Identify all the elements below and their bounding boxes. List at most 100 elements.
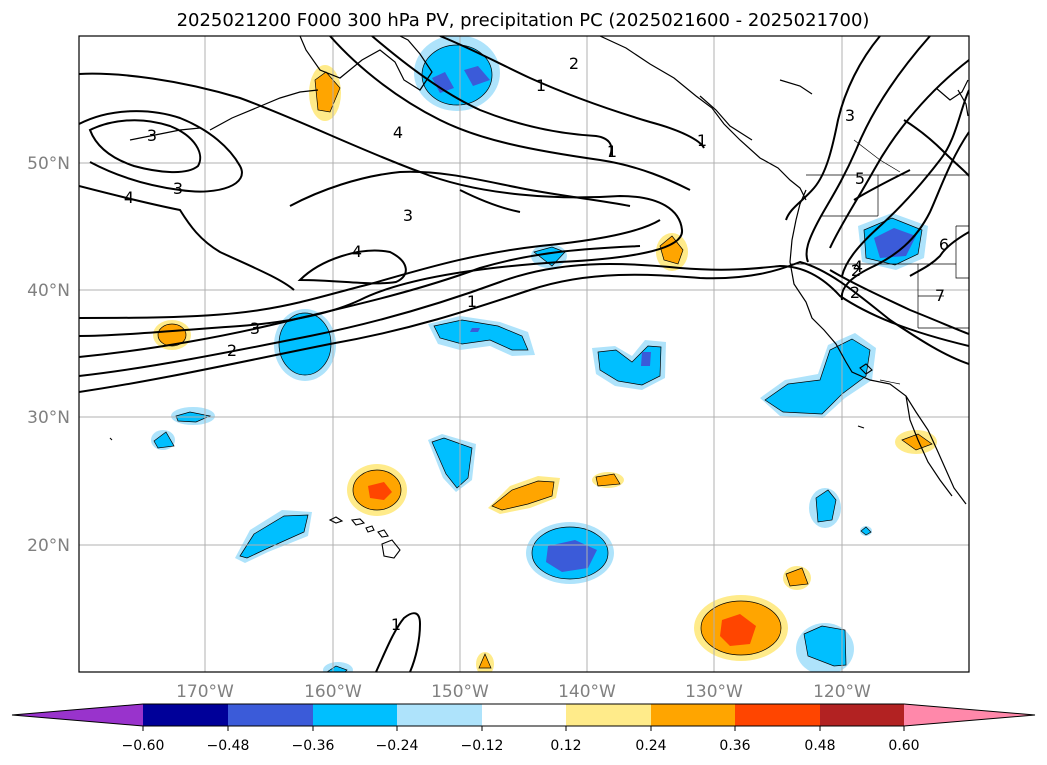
- colorbar-tick-label: 0.60: [888, 738, 919, 754]
- precip-blob: [470, 328, 480, 332]
- pv-contour: [909, 231, 969, 277]
- pv-contour: [79, 245, 641, 358]
- precip-blob: [153, 431, 175, 449]
- colorbar-tick-labels: −0.60 −0.48 −0.36 −0.24 −0.12 0.12 0.24 …: [122, 738, 920, 754]
- precip-blob: [720, 614, 756, 646]
- lon-tick-label: 120°W: [813, 682, 871, 702]
- pv-contour: [459, 189, 521, 213]
- precip-blob: [368, 482, 392, 500]
- colorbar: −0.60 −0.48 −0.36 −0.24 −0.12 0.12 0.24 …: [11, 703, 1036, 754]
- pv-contour: [88, 119, 202, 174]
- contour-label: 4: [352, 242, 362, 261]
- precip-blob: [314, 71, 341, 113]
- pv-contour: [371, 36, 613, 157]
- colorbar-tick-label: −0.36: [292, 738, 335, 754]
- colorbar-segment: [482, 704, 568, 726]
- colorbar-tick-label: 0.12: [550, 738, 581, 754]
- pv-contour: [439, 36, 705, 149]
- contour-label: 3: [147, 126, 157, 145]
- colorbar-segment: [313, 704, 399, 726]
- lat-tick-label: 50°N: [27, 154, 70, 174]
- islands: [109, 363, 873, 559]
- precip-blob: [464, 66, 490, 86]
- precip-blob: [546, 540, 597, 572]
- contour-label: 1: [536, 76, 546, 95]
- contour-label: 2: [850, 283, 860, 302]
- contour-label: 2: [227, 341, 237, 360]
- lat-ticks: 50°N 40°N 30°N 20°N: [27, 154, 70, 556]
- colorbar-segment: [228, 704, 314, 726]
- lon-tick-label: 170°W: [176, 682, 234, 702]
- contour-label: 1: [697, 131, 707, 150]
- borders: [790, 139, 969, 385]
- pv-contour: [79, 263, 969, 377]
- contour-label: 2: [851, 261, 861, 280]
- map-panel: 4 3 2 3 4 4 3 2 1 1 1 2 3 4 5 6 7 3 2 1: [78, 35, 970, 673]
- colorbar-segment: [566, 704, 652, 726]
- pv-contour: [785, 36, 881, 221]
- colorbar-ticks: [142, 726, 905, 731]
- contour-label: 5: [855, 169, 865, 188]
- precip-blob: [785, 567, 809, 587]
- pv-contour: [297, 249, 407, 285]
- contour-label: 3: [250, 319, 260, 338]
- precip-blob: [432, 72, 454, 93]
- pv-contour: [79, 185, 295, 291]
- precip-blob: [431, 437, 473, 489]
- colorbar-segment: [397, 704, 483, 726]
- colorbar-tick-label: −0.12: [461, 738, 504, 754]
- coastlines: [129, 36, 969, 505]
- lon-tick-label: 160°W: [304, 682, 362, 702]
- colorbar-tick-label: −0.24: [376, 738, 419, 754]
- contour-label: 4: [853, 257, 863, 276]
- lon-tick-label: 140°W: [558, 682, 616, 702]
- lon-ticks: 170°W 160°W 150°W 140°W 130°W 120°W: [176, 682, 871, 702]
- figure-title: 2025021200 F000 300 hPa PV, precipitatio…: [177, 10, 870, 31]
- colorbar-extend-low: [12, 704, 143, 726]
- contour-label: 1: [391, 615, 401, 634]
- pv-contour: [375, 612, 422, 672]
- pv-contour: [829, 59, 969, 249]
- colorbar-tick-label: −0.48: [207, 738, 250, 754]
- lon-tick-label: 150°W: [431, 682, 489, 702]
- contour-label: 3: [403, 206, 413, 225]
- contour-label: 1: [607, 142, 617, 161]
- contour-label: 1: [467, 292, 477, 311]
- colorbar-tick-label: 0.24: [635, 738, 666, 754]
- precip-blob: [433, 319, 529, 351]
- precip-blob: [478, 653, 492, 669]
- colorbar-extend-high: [904, 704, 1035, 726]
- pv-contour: [903, 119, 969, 177]
- pv-contour: [841, 89, 969, 277]
- contour-label: 3: [845, 106, 855, 125]
- pv-contours: [79, 36, 969, 672]
- precip-blob: [491, 480, 555, 511]
- colorbar-tick-label: 0.48: [804, 738, 835, 754]
- colorbar-segment: [735, 704, 821, 726]
- pv-contour: [79, 110, 243, 193]
- pv-contour: [805, 36, 931, 263]
- contour-label: 4: [393, 123, 403, 142]
- lat-tick-label: 30°N: [27, 408, 70, 428]
- lat-tick-label: 20°N: [27, 536, 70, 556]
- map-frame: [78, 35, 970, 673]
- precip-blob: [641, 352, 651, 366]
- pv-contour: [79, 260, 969, 393]
- precip-blob: [239, 514, 309, 559]
- precip-blob: [901, 433, 933, 451]
- colorbar-segment: [651, 704, 737, 726]
- pv-contour: [829, 269, 969, 335]
- precip-blob: [803, 625, 847, 667]
- colorbar-segment: [820, 704, 905, 726]
- contour-label: 2: [569, 54, 579, 73]
- lat-tick-label: 40°N: [27, 281, 70, 301]
- colorbar-segment: [143, 704, 229, 726]
- precip-blob: [595, 473, 621, 487]
- contour-label: 3: [173, 179, 183, 198]
- precip-blob: [860, 526, 872, 536]
- precip-blob: [659, 235, 684, 265]
- colorbar-tick-label: −0.60: [122, 738, 165, 754]
- pv-contour: [289, 170, 631, 207]
- gridlines: [79, 36, 969, 672]
- precip-blob: [874, 228, 916, 258]
